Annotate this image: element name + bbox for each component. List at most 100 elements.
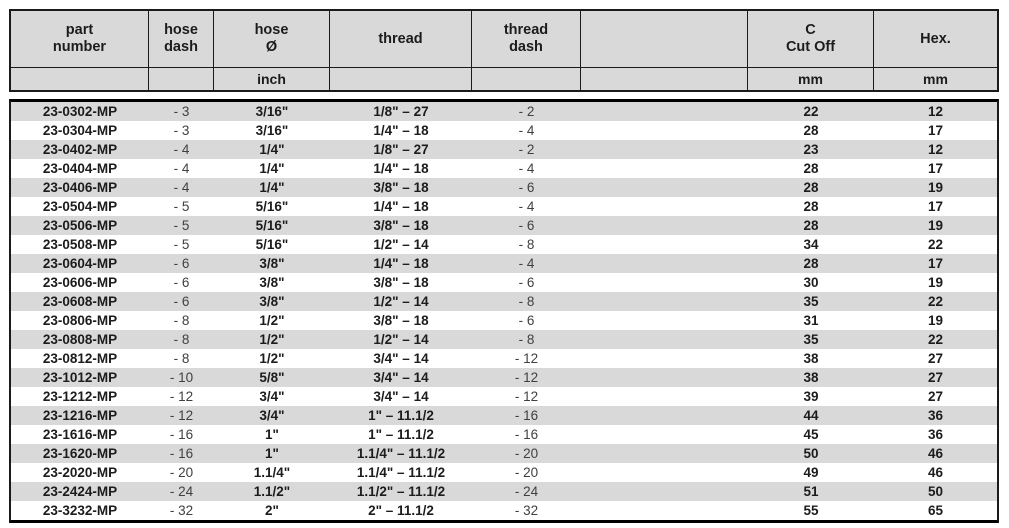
cell-hose-dash: - 8 — [173, 332, 190, 347]
cell-spacer — [581, 406, 748, 425]
cell-hose-diameter: 1.1/2" — [253, 484, 291, 499]
cell-c-cut-off: 22 — [803, 104, 819, 119]
cell-hose-diameter: 1/2" — [259, 332, 285, 347]
cell-part-number: 23-1216-MP — [42, 408, 118, 423]
cell-hex: 17 — [927, 199, 944, 214]
cell-part-number: 23-0604-MP — [42, 256, 118, 271]
cell-thread-dash: - 12 — [514, 351, 539, 366]
cell-spacer — [581, 254, 748, 273]
cell-spacer — [581, 330, 748, 349]
table-header: part number hose dash hose Ø thread thre… — [9, 9, 999, 92]
cell-hex: 65 — [927, 503, 944, 518]
cell-c-cut-off: 55 — [803, 503, 819, 518]
cell-part-number: 23-0504-MP — [42, 199, 118, 214]
cell-hose-diameter: 1" — [265, 427, 279, 442]
cell-part-number: 23-0406-MP — [42, 180, 118, 195]
unit-cell-hose-dash — [149, 68, 214, 90]
cell-c-cut-off: 35 — [803, 294, 819, 309]
cell-hose-diameter: 3/4" — [259, 389, 285, 404]
table-row: 23-0508-MP - 5 5/16" 1/2" – 14 - 8 34 22 — [11, 235, 997, 254]
cell-thread-dash: - 32 — [514, 503, 539, 518]
header-cell-hose-dash: hose dash — [149, 11, 214, 68]
cell-thread-dash: - 6 — [518, 218, 535, 233]
cell-part-number: 23-1212-MP — [42, 389, 118, 404]
cell-hex: 19 — [927, 218, 944, 233]
cell-part-number: 23-1012-MP — [42, 370, 118, 385]
cell-thread: 1/8" – 27 — [373, 142, 429, 157]
cell-spacer — [581, 121, 748, 140]
cell-thread: 1/4" – 18 — [373, 256, 429, 271]
header-cell-c-cut-off: C Cut Off — [748, 11, 874, 68]
cell-thread: 3/4" – 14 — [373, 370, 429, 385]
header-cell-part-number: part number — [11, 11, 149, 68]
unit-cell-thread — [330, 68, 472, 90]
cell-thread: 1/8" – 27 — [373, 104, 429, 119]
cell-spacer — [581, 292, 748, 311]
cell-hose-dash: - 6 — [173, 294, 190, 309]
unit-cell-part-number — [11, 68, 149, 90]
cell-thread: 2" – 11.1/2 — [368, 503, 434, 518]
cell-hose-diameter: 5/16" — [255, 237, 289, 252]
cell-hose-dash: - 4 — [173, 142, 190, 157]
cell-thread: 3/4" – 14 — [373, 351, 429, 366]
unit-cell-c-cut-off: mm — [748, 68, 874, 90]
cell-hex: 12 — [927, 104, 944, 119]
table-row: 23-0402-MP - 4 1/4" 1/8" – 27 - 2 23 12 — [11, 140, 997, 159]
cell-hose-diameter: 1/2" — [259, 313, 285, 328]
table-row: 23-2424-MP - 24 1.1/2" 1.1/2" – 11.1/2 - 24 5… — [11, 482, 997, 501]
table-row: 23-1216-MP - 12 3/4" 1" – 11.1/2 - 16 44 36 — [11, 406, 997, 425]
cell-hose-dash: - 5 — [173, 237, 190, 252]
cell-hex: 19 — [927, 275, 944, 290]
cell-hose-dash: - 10 — [169, 370, 194, 385]
cell-hex: 36 — [927, 408, 944, 423]
cell-hose-dash: - 16 — [169, 446, 194, 461]
cell-hose-dash: - 4 — [173, 180, 190, 195]
header-cell-thread-dash: thread dash — [472, 11, 581, 68]
cell-c-cut-off: 23 — [803, 142, 819, 157]
cell-thread-dash: - 2 — [518, 104, 535, 119]
cell-spacer — [581, 501, 748, 520]
cell-hex: 17 — [927, 161, 944, 176]
table-row: 23-0606-MP - 6 3/8" 3/8" – 18 - 6 30 19 — [11, 273, 997, 292]
table-row: 23-0604-MP - 6 3/8" 1/4" – 18 - 4 28 17 — [11, 254, 997, 273]
cell-spacer — [581, 159, 748, 178]
cell-hex: 27 — [927, 389, 944, 404]
cell-c-cut-off: 28 — [803, 161, 819, 176]
cell-c-cut-off: 38 — [803, 370, 819, 385]
unit-cell-hose-diameter: inch — [214, 68, 330, 90]
cell-hex: 22 — [927, 294, 944, 309]
cell-thread: 1/2" – 14 — [373, 332, 429, 347]
cell-spacer — [581, 178, 748, 197]
cell-thread: 3/8" – 18 — [373, 218, 429, 233]
spec-table: part number hose dash hose Ø thread thre… — [9, 9, 999, 523]
cell-part-number: 23-0606-MP — [42, 275, 118, 290]
table-row: 23-0406-MP - 4 1/4" 3/8" – 18 - 6 28 19 — [11, 178, 997, 197]
cell-hex: 46 — [927, 465, 944, 480]
cell-hose-diameter: 1/4" — [259, 142, 285, 157]
cell-part-number: 23-2020-MP — [42, 465, 118, 480]
table-row: 23-3232-MP - 32 2" 2" – 11.1/2 - 32 55 65 — [11, 501, 997, 520]
cell-thread: 1" – 11.1/2 — [368, 427, 434, 442]
cell-c-cut-off: 34 — [803, 237, 819, 252]
cell-c-cut-off: 28 — [803, 180, 819, 195]
cell-hex: 50 — [927, 484, 944, 499]
cell-hex: 19 — [927, 313, 944, 328]
header-cell-thread: thread — [330, 11, 472, 68]
cell-thread: 1/4" – 18 — [373, 161, 429, 176]
cell-hose-diameter: 3/8" — [259, 294, 285, 309]
table-row: 23-0806-MP - 8 1/2" 3/8" – 18 - 6 31 19 — [11, 311, 997, 330]
cell-hose-diameter: 3/8" — [259, 256, 285, 271]
cell-part-number: 23-1620-MP — [42, 446, 118, 461]
cell-hex: 46 — [927, 446, 944, 461]
cell-hex: 17 — [927, 123, 944, 138]
cell-part-number: 23-0404-MP — [42, 161, 118, 176]
cell-hose-diameter: 3/16" — [255, 123, 289, 138]
cell-c-cut-off: 30 — [803, 275, 819, 290]
cell-thread-dash: - 4 — [518, 199, 535, 214]
cell-hose-diameter: 1/4" — [259, 180, 285, 195]
cell-hose-dash: - 12 — [169, 408, 194, 423]
cell-thread: 1/4" – 18 — [373, 199, 429, 214]
unit-cell-hex: mm — [874, 68, 997, 90]
cell-thread-dash: - 8 — [518, 294, 535, 309]
table-row: 23-0506-MP - 5 5/16" 3/8" – 18 - 6 28 19 — [11, 216, 997, 235]
